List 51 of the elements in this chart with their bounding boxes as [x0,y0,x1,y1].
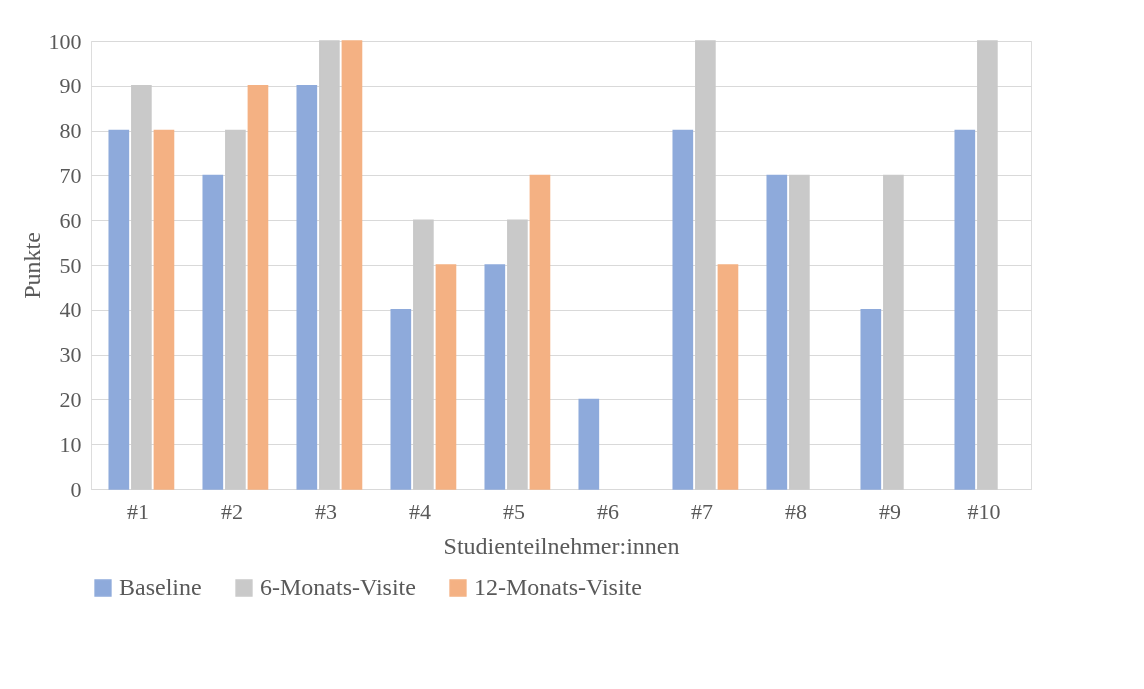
bar [413,219,434,490]
bar [883,174,904,490]
y-tick-label: 60 [59,207,82,233]
x-tick-label: #1 [127,498,149,524]
bar [529,174,551,490]
legend-label: 12-Monats-Visite [474,574,642,600]
y-tick-label: 50 [59,252,82,278]
bar [341,40,363,490]
y-tick-label: 10 [59,431,82,457]
bar [247,85,269,490]
x-tick-label: #4 [409,498,431,524]
y-tick-label: 20 [59,386,82,412]
x-axis-title: Studienteilnehmer:innen [443,532,680,559]
x-tick-label: #10 [967,498,1001,524]
bar [672,129,694,490]
bar [507,219,528,490]
y-axis-title: Punkte [18,232,45,299]
y-tick-label: 100 [48,28,82,54]
bar [977,40,998,490]
bar [789,174,810,490]
legend-label: 6-Monats-Visite [260,574,416,600]
bar [435,264,457,490]
bar [225,129,246,490]
x-tick-label: #5 [503,498,525,524]
y-tick-label: 30 [59,342,82,368]
bar [108,129,130,490]
bar [578,398,600,490]
bar [695,40,716,490]
bar [390,309,412,490]
y-tick-label: 70 [59,162,82,188]
bar [954,129,976,490]
y-tick-label: 80 [59,118,82,144]
legend-label: Baseline [119,574,202,600]
x-tick-label: #6 [597,498,619,524]
bar [484,264,506,490]
x-tick-label: #7 [691,498,713,524]
x-tick-label: #3 [315,498,337,524]
x-tick-label: #2 [221,498,243,524]
y-tick-label: 90 [59,73,82,99]
bar [717,264,739,490]
bar [131,85,152,490]
bar [296,85,318,490]
bar [202,174,224,490]
y-tick-label: 40 [59,297,82,323]
bar [860,309,882,490]
x-tick-label: #9 [879,498,901,524]
bar [153,129,175,490]
bar [319,40,340,490]
bar [766,174,788,490]
x-tick-label: #8 [785,498,807,524]
y-tick-label: 0 [70,476,82,502]
